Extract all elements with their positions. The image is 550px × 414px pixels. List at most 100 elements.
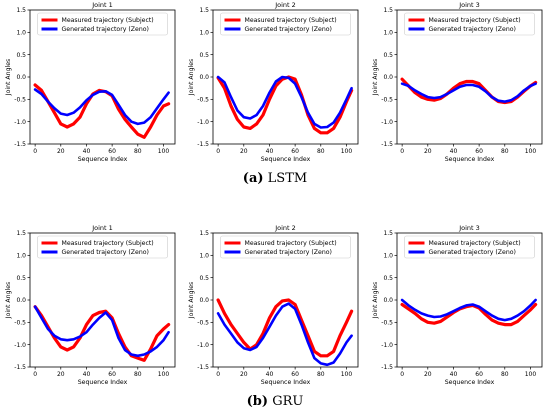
chart-title: Joint 3 xyxy=(458,224,480,232)
series-line-measured xyxy=(400,77,538,105)
legend-entry: Generated trajectory (Zeno) xyxy=(429,249,516,256)
legend-entry: Generated trajectory (Zeno) xyxy=(62,249,149,256)
x-tick-label: 100 xyxy=(341,148,353,155)
chart-panel-4: Joint 1 1.5 1.0 0.5 0.0 -0.5 -1.0 -1.5 0 20 40 60 80… xyxy=(5,224,176,386)
y-tick-label: 0.0 xyxy=(199,74,209,81)
series-line-generated xyxy=(33,88,170,126)
series-line-measured xyxy=(216,298,354,358)
y-tick-label: 0.5 xyxy=(199,275,209,282)
chart-panel-5: Joint 2 1.5 1.0 0.5 0.0 -0.5 -1.0 -1.5 0 20 40 60 80… xyxy=(188,224,359,386)
y-tick-label: 1.5 xyxy=(16,7,26,14)
x-tick-label: 0 xyxy=(400,148,404,155)
legend-box xyxy=(404,12,535,36)
y-tick-label: 0.0 xyxy=(16,297,26,304)
y-tick-label: 1.5 xyxy=(199,230,209,237)
y-tick-label: 0.5 xyxy=(16,275,26,282)
chart-panel-3: Joint 3 1.5 1.0 0.5 0.0 -0.5 -1.0 -1.5 0 20 40 60 80… xyxy=(372,1,543,163)
y-tick-label: -1.0 xyxy=(381,342,393,349)
series-line-generated xyxy=(33,305,170,358)
x-tick-label: 40 xyxy=(83,148,91,155)
series-line-generated xyxy=(400,82,537,103)
y-tick-label: -1.5 xyxy=(381,364,393,371)
y-tick-label: 0.5 xyxy=(383,275,393,282)
y-axis-label: Joint Angles xyxy=(372,282,379,319)
y-tick-label: 1.0 xyxy=(383,30,393,37)
y-tick-label: -0.5 xyxy=(197,97,209,104)
y-tick-label: 1.0 xyxy=(383,253,393,260)
x-axis-label: Sequence Index xyxy=(261,156,311,163)
y-axis-label: Joint Angles xyxy=(188,59,195,96)
caption-b-label: (b) xyxy=(246,394,269,409)
x-tick-label: 0 xyxy=(216,371,220,378)
y-tick-label: -1.5 xyxy=(197,364,209,371)
y-tick-label: -0.5 xyxy=(381,320,393,327)
x-tick-label: 40 xyxy=(266,371,274,378)
x-tick-label: 60 xyxy=(108,371,116,378)
x-tick-label: 100 xyxy=(525,371,537,378)
y-tick-label: -1.0 xyxy=(381,119,393,126)
x-axis-label: Sequence Index xyxy=(445,156,495,163)
y-tick-label: -0.5 xyxy=(197,320,209,327)
y-tick-label: -0.5 xyxy=(381,97,393,104)
x-tick-label: 100 xyxy=(158,148,170,155)
caption-a-label: (a) xyxy=(242,171,264,186)
caption-b: (b) GRU xyxy=(0,394,550,409)
x-tick-label: 80 xyxy=(501,371,509,378)
y-tick-label: 1.0 xyxy=(16,30,26,37)
legend-box xyxy=(220,12,351,36)
chart-panel-1: Joint 1 1.5 1.0 0.5 0.0 -0.5 -1.0 -1.5 0 20 40 60 80… xyxy=(5,1,176,163)
chart-title: Joint 2 xyxy=(274,224,296,232)
y-tick-label: -1.0 xyxy=(14,342,26,349)
x-tick-label: 20 xyxy=(57,148,65,155)
y-tick-label: 1.5 xyxy=(383,7,393,14)
legend-entry: Measured trajectory (Subject) xyxy=(62,17,154,24)
x-tick-label: 0 xyxy=(216,148,220,155)
chart-title: Joint 1 xyxy=(91,224,113,232)
chart-panel-2: Joint 2 1.5 1.0 0.5 0.0 -0.5 -1.0 -1.5 0 20 40 60 80… xyxy=(188,1,359,163)
legend-entry: Measured trajectory (Subject) xyxy=(429,17,521,24)
x-tick-label: 80 xyxy=(134,148,142,155)
x-tick-label: 20 xyxy=(424,371,432,378)
y-tick-label: 1.5 xyxy=(383,230,393,237)
x-axis-label: Sequence Index xyxy=(78,156,128,163)
y-tick-label: 0.5 xyxy=(199,52,209,59)
legend-entry: Measured trajectory (Subject) xyxy=(62,240,154,247)
caption-a: (a) LSTM xyxy=(0,171,550,186)
chart-title: Joint 2 xyxy=(274,1,296,9)
x-axis-label: Sequence Index xyxy=(445,379,495,386)
y-axis-label: Joint Angles xyxy=(5,59,12,96)
y-tick-label: 0.5 xyxy=(383,52,393,59)
y-tick-label: 1.5 xyxy=(16,230,26,237)
legend-entry: Generated trajectory (Zeno) xyxy=(62,26,149,33)
y-tick-label: -0.5 xyxy=(14,97,26,104)
y-tick-label: -0.5 xyxy=(14,320,26,327)
caption-a-text: LSTM xyxy=(267,171,308,186)
y-tick-label: -1.0 xyxy=(197,119,209,126)
x-axis-label: Sequence Index xyxy=(78,379,128,386)
y-tick-label: -1.5 xyxy=(14,364,26,371)
x-tick-label: 20 xyxy=(424,148,432,155)
x-tick-label: 100 xyxy=(341,371,353,378)
y-tick-label: -1.5 xyxy=(381,141,393,148)
legend-entry: Measured trajectory (Subject) xyxy=(245,17,337,24)
x-tick-label: 80 xyxy=(317,371,325,378)
x-tick-label: 0 xyxy=(33,371,37,378)
y-tick-label: -1.5 xyxy=(197,141,209,148)
x-tick-label: 60 xyxy=(291,371,299,378)
series-line-generated xyxy=(400,298,537,322)
x-tick-label: 60 xyxy=(108,148,116,155)
x-tick-label: 80 xyxy=(134,371,142,378)
caption-b-text: GRU xyxy=(272,394,304,409)
y-tick-label: 0.5 xyxy=(16,52,26,59)
y-axis-label: Joint Angles xyxy=(372,59,379,96)
x-tick-label: 60 xyxy=(291,148,299,155)
x-tick-label: 60 xyxy=(475,148,483,155)
x-tick-label: 100 xyxy=(525,148,537,155)
y-tick-label: 0.0 xyxy=(383,74,393,81)
y-tick-label: -1.0 xyxy=(197,342,209,349)
x-axis-label: Sequence Index xyxy=(261,379,311,386)
y-tick-label: 1.0 xyxy=(199,30,209,37)
x-tick-label: 20 xyxy=(240,148,248,155)
y-tick-label: 0.0 xyxy=(16,74,26,81)
